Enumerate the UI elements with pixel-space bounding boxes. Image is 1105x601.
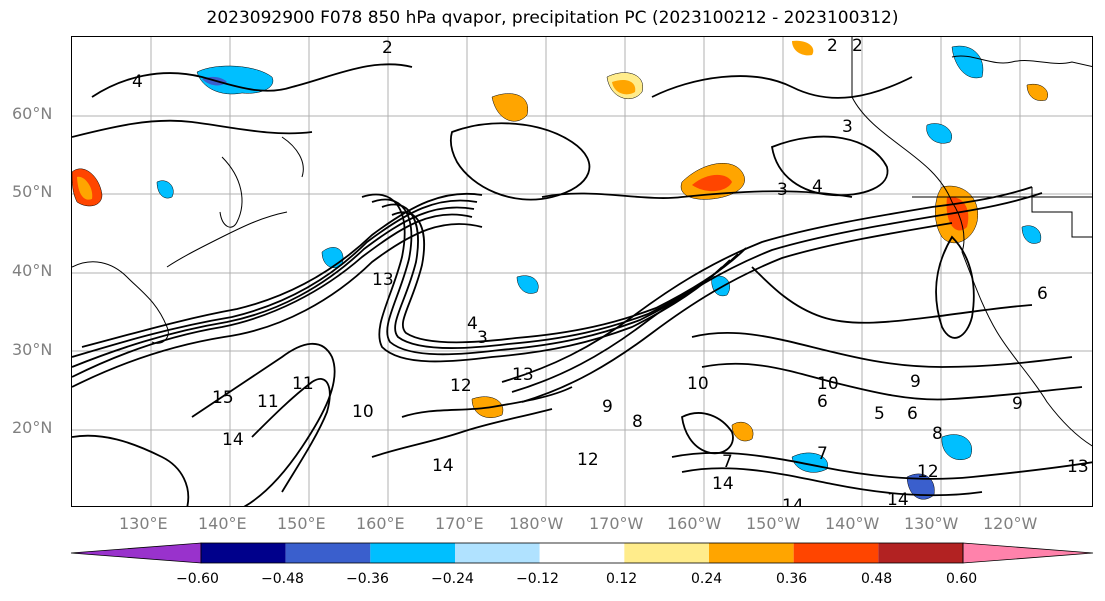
contour-label: 3 xyxy=(842,117,853,137)
lon-label: 160°E xyxy=(356,514,405,533)
contour-label: 7 xyxy=(722,452,733,472)
lat-label: 40°N xyxy=(12,261,53,280)
contour-label: 14 xyxy=(432,456,454,476)
contour-label: 15 xyxy=(212,388,234,408)
lat-label: 50°N xyxy=(12,182,53,201)
contour-label: 14 xyxy=(887,490,909,507)
colorbar-segment xyxy=(455,543,540,563)
colorbar-tick: 0.60 xyxy=(946,571,978,587)
contour-label: 4 xyxy=(812,177,823,197)
colorbar-outline xyxy=(200,542,964,564)
contour-label: 9 xyxy=(602,397,613,417)
colorbar-segment xyxy=(709,543,794,563)
colorbar-tick: 0.24 xyxy=(691,571,723,587)
lon-label: 130°W xyxy=(904,514,959,533)
contour-label: 2 xyxy=(827,37,838,56)
lon-label: 150°E xyxy=(277,514,326,533)
map-panel: 2 2 2 4 3 4 3 13 4 3 15 11 11 14 12 13 1… xyxy=(71,36,1093,507)
colorbar-tick: −0.48 xyxy=(261,571,304,587)
lon-label: 160°W xyxy=(667,514,722,533)
colorbar-tick: 0.36 xyxy=(776,571,808,587)
lon-label: 140°W xyxy=(825,514,880,533)
contour-label: 2 xyxy=(852,37,863,56)
colorbar-tick: −0.24 xyxy=(431,571,474,587)
graticule xyxy=(72,37,1092,506)
colorbar-tick: −0.36 xyxy=(346,571,389,587)
colorbar-segment xyxy=(285,543,371,563)
contour-labels: 2 2 2 4 3 4 3 13 4 3 15 11 11 14 12 13 1… xyxy=(132,37,1089,507)
lon-label: 130°E xyxy=(119,514,168,533)
lon-label: 170°E xyxy=(435,514,484,533)
contour-label: 4 xyxy=(467,314,478,334)
contour-label: 13 xyxy=(372,270,394,290)
colorbar-segment xyxy=(878,543,963,563)
contour-label: 12 xyxy=(450,376,472,396)
contour-label: 4 xyxy=(132,72,143,92)
colorbar-tick: 0.12 xyxy=(606,571,638,587)
colorbar-segment xyxy=(370,543,455,563)
map-title: 2023092900 F078 850 hPa qvapor, precipit… xyxy=(206,8,899,28)
contour-label: 11 xyxy=(292,374,314,394)
lat-label: 20°N xyxy=(12,418,53,437)
contour-label: 14 xyxy=(782,496,804,507)
lon-label: 140°E xyxy=(198,514,247,533)
contour-label: 7 xyxy=(817,444,828,464)
precip-shading xyxy=(72,40,1048,500)
contour-label: 6 xyxy=(907,404,918,424)
colorbar-segment xyxy=(539,543,625,563)
colorbar-segment xyxy=(793,543,879,563)
lat-label: 30°N xyxy=(12,340,53,359)
lat-label: 60°N xyxy=(12,104,53,123)
colorbar-extend-high xyxy=(962,542,1094,564)
contour-label: 9 xyxy=(910,372,921,392)
colorbar-tick: −0.12 xyxy=(516,571,559,587)
contour-label: 8 xyxy=(932,424,943,444)
colorbar xyxy=(70,542,1094,564)
contour-label: 13 xyxy=(1067,457,1089,477)
contour-label: 8 xyxy=(632,412,643,432)
colorbar-segment xyxy=(624,543,709,563)
contour-label: 2 xyxy=(382,38,393,58)
contour-label: 14 xyxy=(222,430,244,450)
contour-lines xyxy=(72,63,1092,506)
contour-label: 12 xyxy=(917,462,939,482)
contour-label: 6 xyxy=(817,392,828,412)
colorbar-segment xyxy=(201,543,286,563)
lon-label: 150°W xyxy=(746,514,801,533)
lon-label: 170°W xyxy=(589,514,644,533)
contour-label: 9 xyxy=(1012,394,1023,414)
contour-label: 10 xyxy=(687,374,709,394)
lon-label: 180°W xyxy=(509,514,564,533)
colorbar-tick: 0.48 xyxy=(861,571,893,587)
lon-label: 120°W xyxy=(983,514,1038,533)
contour-label: 14 xyxy=(712,474,734,494)
contour-label: 10 xyxy=(817,374,839,394)
contour-label: 13 xyxy=(512,365,534,385)
map-svg: 2 2 2 4 3 4 3 13 4 3 15 11 11 14 12 13 1… xyxy=(72,37,1092,507)
contour-label: 12 xyxy=(577,450,599,470)
contour-label: 6 xyxy=(1037,284,1048,304)
colorbar-extend-low xyxy=(70,542,202,564)
coastlines xyxy=(72,37,1092,447)
contour-label: 11 xyxy=(257,392,279,412)
contour-label: 5 xyxy=(874,404,885,424)
contour-label: 10 xyxy=(352,402,374,422)
contour-label: 3 xyxy=(477,328,488,348)
colorbar-tick: −0.60 xyxy=(176,571,219,587)
colorbar-segments xyxy=(70,542,1094,564)
contour-label: 3 xyxy=(777,180,788,200)
